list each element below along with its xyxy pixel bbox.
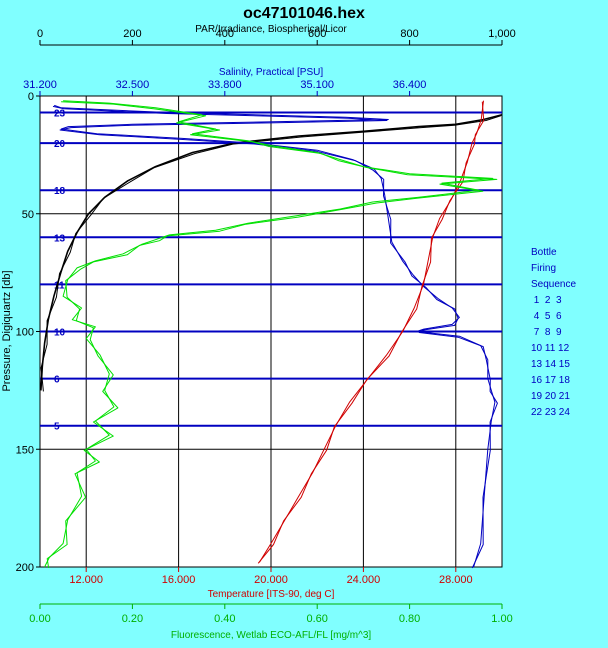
temperature-axis-label: Temperature [ITS-90, deg C]	[208, 589, 335, 600]
legend-title-line: Firing	[531, 263, 556, 274]
fluorescence-tick-label: 0.40	[214, 613, 235, 625]
bottle-label: 5	[54, 422, 60, 433]
fluorescence-tick-label: 1.00	[491, 613, 512, 625]
fluorescence-tick-label: 0.80	[399, 613, 420, 625]
bottle-label: 18	[54, 186, 66, 197]
bottle-label: 11	[54, 280, 65, 291]
temperature-line-upcast	[257, 101, 485, 564]
legend-row: 1 2 3	[531, 295, 562, 306]
par-tick-label: 1,000	[488, 28, 516, 40]
bottle-label: 10	[54, 328, 66, 339]
fluorescence-axis-label: Fluorescence, Wetlab ECO-AFL/FL [mg/m^3]	[171, 630, 372, 641]
y-tick-label: 50	[22, 209, 34, 221]
legend-row: 19 20 21	[531, 391, 570, 402]
chart-title: oc47101046.hex	[243, 5, 365, 22]
y-tick-label: 100	[16, 327, 34, 339]
fluorescence-tick-label: 0.00	[29, 613, 50, 625]
salinity-line-upcast	[52, 105, 498, 569]
bottle-legend: Bottle Firing Sequence 1 2 3 4 5 6 7 8 9…	[531, 247, 576, 418]
temperature-tick-label: 20.000	[254, 574, 288, 586]
temperature-tick-label: 12.000	[69, 574, 103, 586]
legend-row: 16 17 18	[531, 375, 570, 386]
par-axis-label: PAR/Irradiance, Biospherical/Licor	[195, 24, 347, 35]
salinity-tick-label: 36.400	[393, 79, 427, 91]
pressure-axis-label: Pressure, Digiquartz [db]	[1, 270, 13, 391]
par-tick-label: 600	[308, 28, 326, 40]
bottle-label: 20	[54, 139, 66, 150]
par-tick-label: 200	[123, 28, 141, 40]
legend-row: 13 14 15	[531, 359, 570, 370]
legend-row: 10 11 12	[531, 343, 570, 354]
bottle-label: 6	[54, 375, 60, 386]
par-line-upcast	[40, 115, 501, 392]
legend-title-line: Sequence	[531, 279, 576, 290]
legend-row: 22 23 24	[531, 407, 570, 418]
salinity-tick-label: 35.100	[300, 79, 334, 91]
series-layer	[40, 100, 503, 569]
y-tick-label: 0	[28, 91, 34, 103]
temperature-tick-label: 16.000	[162, 574, 196, 586]
salinity-tick-label: 33.800	[208, 79, 242, 91]
legend-row: 4 5 6	[531, 311, 562, 322]
bottle-label: 23	[54, 108, 66, 119]
y-tick-label: 200	[16, 562, 34, 574]
y-tick-label: 150	[16, 444, 34, 456]
legend-row: 7 8 9	[531, 327, 562, 338]
par-tick-label: 0	[37, 28, 43, 40]
salinity-tick-label: 31.200	[23, 79, 57, 91]
legend-title-line: Bottle	[531, 247, 557, 258]
axes-layer: 0 50 100 150 200 0 200 400 600 800 1,000 31.200 32.5…	[16, 28, 516, 625]
salinity-axis-label: Salinity, Practical [PSU]	[219, 67, 324, 78]
par-tick-label: 800	[400, 28, 418, 40]
fluorescence-line	[44, 100, 494, 568]
fluorescence-line-upcast	[46, 101, 498, 569]
temperature-tick-label: 24.000	[347, 574, 381, 586]
par-tick-label: 400	[216, 28, 234, 40]
fluorescence-tick-label: 0.60	[306, 613, 327, 625]
bottle-label: 13	[54, 233, 66, 244]
fluorescence-tick-label: 0.20	[122, 613, 143, 625]
temperature-tick-label: 28.000	[439, 574, 473, 586]
salinity-tick-label: 32.500	[116, 79, 150, 91]
